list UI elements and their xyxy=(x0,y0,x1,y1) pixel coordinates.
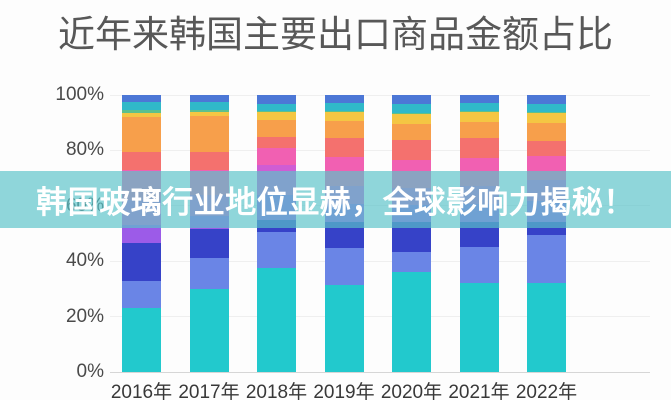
y-tick-label: 100% xyxy=(55,84,104,105)
bar-segment-segment-1-turquoise xyxy=(324,285,364,372)
bar-segment-segment-7-coral-red xyxy=(122,151,161,170)
y-tick-label: 80% xyxy=(65,139,104,161)
bar-segment-segment-8-orange xyxy=(392,124,431,140)
bar-segment-segment-8-orange xyxy=(324,121,364,138)
gridline xyxy=(110,316,650,318)
bar-segment-segment-2-cornflower-blue xyxy=(257,232,296,269)
bar-segment-segment-8-orange xyxy=(527,122,566,141)
bar-segment-segment-12-royal-blue xyxy=(527,95,566,104)
bar-segment-segment-7-coral-red xyxy=(459,137,499,158)
bar-segment-segment-9-yellow xyxy=(122,113,161,118)
bar-segment-segment-8-orange xyxy=(189,115,229,152)
overlay-banner-text: 韩国玻璃行业地位显赫，全球影响力揭秘！ xyxy=(36,185,635,220)
bar-segment-segment-1-turquoise xyxy=(527,283,566,372)
bar-segment-segment-3-indigo xyxy=(122,243,161,281)
y-tick-label: 20% xyxy=(65,305,104,327)
x-tick-label: 2020年 xyxy=(380,382,443,400)
bar-segment-segment-10-green xyxy=(392,113,431,115)
bar-segment-segment-12-royal-blue xyxy=(122,95,161,103)
bar-segment-segment-1-turquoise xyxy=(459,283,499,372)
bar-segment-segment-10-green xyxy=(189,109,229,113)
bar-segment-segment-10-green xyxy=(527,111,566,113)
bar-segment-segment-7-coral-red xyxy=(324,137,364,158)
bar-segment-segment-11-teal-stripe xyxy=(392,103,431,114)
bar-segment-segment-11-teal-stripe xyxy=(459,103,499,112)
x-tick-label: 2021年 xyxy=(448,382,510,400)
y-tick-label: 0% xyxy=(76,361,104,382)
bar-segment-segment-11-teal-stripe xyxy=(189,102,229,110)
stacked-bar-2020 xyxy=(392,95,431,372)
bar-segment-segment-8-orange xyxy=(459,121,499,138)
bar-segment-segment-8-orange xyxy=(257,119,296,138)
bar-segment-segment-11-teal-stripe xyxy=(122,102,161,111)
bar-segment-segment-1-turquoise xyxy=(189,288,229,372)
bar-segment-segment-2-cornflower-blue xyxy=(392,251,431,273)
bar-segment-segment-10-green xyxy=(324,111,364,112)
bar-segment-segment-10-green xyxy=(257,111,296,112)
stacked-bar-2022 xyxy=(527,95,566,372)
stacked-bar-2019 xyxy=(324,95,364,372)
bar-segment-segment-12-royal-blue xyxy=(392,95,431,104)
bar-segment-segment-7-coral-red xyxy=(189,151,229,170)
x-tick-label: 2022年 xyxy=(515,382,578,400)
stacked-bar-2018 xyxy=(257,95,296,372)
bar-segment-segment-7-coral-red xyxy=(527,140,566,156)
bar-segment-segment-11-teal-stripe xyxy=(324,103,364,112)
y-tick-label: 40% xyxy=(65,250,104,272)
bar-segment-segment-9-yellow xyxy=(459,111,499,122)
bar-segment-segment-1-turquoise xyxy=(122,308,161,372)
x-tick-label: 2018年 xyxy=(245,382,308,400)
bar-segment-segment-2-cornflower-blue xyxy=(527,234,566,284)
x-tick-label: 2017年 xyxy=(178,382,240,400)
bar-segment-segment-12-royal-blue xyxy=(189,95,229,103)
bar-segment-segment-2-cornflower-blue xyxy=(122,280,161,309)
bar-segment-segment-9-yellow xyxy=(392,114,431,125)
bar-segment-segment-11-teal-stripe xyxy=(257,103,296,112)
bar-segment-segment-6-pink xyxy=(257,147,296,166)
overlay-banner: 韩国玻璃行业地位显赫，全球影响力揭秘！ xyxy=(0,171,671,228)
bar-segment-segment-9-yellow xyxy=(189,112,229,116)
bar-segment-segment-12-royal-blue xyxy=(257,95,296,104)
bar-segment-segment-1-turquoise xyxy=(257,268,296,372)
bar-segment-segment-1-turquoise xyxy=(392,272,431,372)
x-tick-label: 2019年 xyxy=(313,382,375,400)
bar-segment-segment-2-cornflower-blue xyxy=(189,258,229,289)
bar-segment-segment-7-coral-red xyxy=(257,137,296,148)
bar-segment-segment-9-yellow xyxy=(257,111,296,120)
gridline xyxy=(110,94,650,96)
stacked-bar-2017 xyxy=(189,95,229,372)
bar-segment-segment-2-cornflower-blue xyxy=(324,247,364,286)
gridline xyxy=(110,149,650,151)
gridline xyxy=(110,260,650,262)
bar-segment-segment-3-indigo xyxy=(189,229,229,259)
x-axis-line xyxy=(110,371,650,373)
chart-title: 近年来韩国主要出口商品金额占比 xyxy=(58,14,613,55)
bar-segment-segment-9-yellow xyxy=(324,111,364,122)
bar-segment-segment-10-green xyxy=(459,111,499,112)
bar-segment-segment-10-green xyxy=(122,110,161,114)
bar-segment-segment-4-purple xyxy=(122,225,161,244)
bar-segment-segment-12-royal-blue xyxy=(459,95,499,104)
bar-segment-segment-11-teal-stripe xyxy=(527,103,566,112)
bar-segment-segment-8-orange xyxy=(122,117,161,152)
stacked-bar-2016 xyxy=(122,95,161,372)
bar-segment-segment-9-yellow xyxy=(527,112,566,123)
x-tick-label: 2016年 xyxy=(110,382,173,400)
bar-segment-segment-2-cornflower-blue xyxy=(459,247,499,284)
bar-segment-segment-7-coral-red xyxy=(392,139,431,161)
bar-segment-segment-12-royal-blue xyxy=(324,95,364,104)
stacked-bar-2021 xyxy=(459,95,499,372)
